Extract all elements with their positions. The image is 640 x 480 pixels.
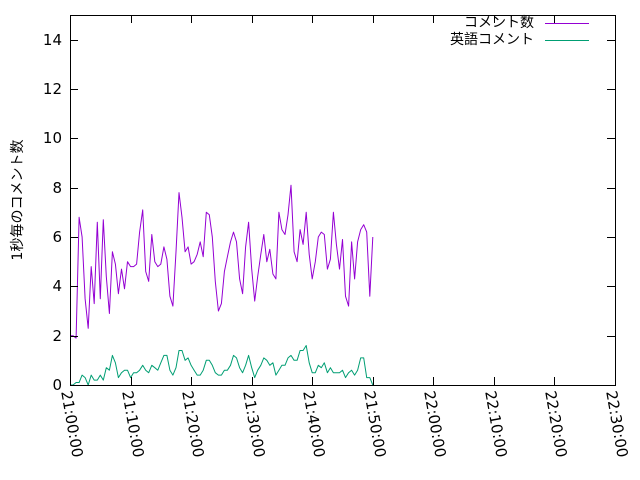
y-tick-label: 12 xyxy=(43,80,62,98)
y-tick-label: 2 xyxy=(52,327,62,345)
y-tick-label: 4 xyxy=(52,277,62,295)
plot-frame xyxy=(70,15,616,386)
series-line-0 xyxy=(70,184,374,339)
y-tick-label: 6 xyxy=(52,228,62,246)
legend-label-0: コメント数 xyxy=(464,15,534,31)
y-axis-label: 1秒毎のコメント数 xyxy=(10,140,26,261)
y-tick-label: 14 xyxy=(43,31,62,49)
series-line-1 xyxy=(70,345,374,386)
legend-label-1: 英語コメント xyxy=(450,31,534,48)
y-tick-label: 10 xyxy=(43,129,62,147)
y-tick-label: 8 xyxy=(52,179,62,197)
y-axis: 0 2 4 6 8 10 12 14 xyxy=(43,31,615,394)
series-layer xyxy=(70,184,374,386)
y-tick-label: 0 xyxy=(52,376,62,394)
